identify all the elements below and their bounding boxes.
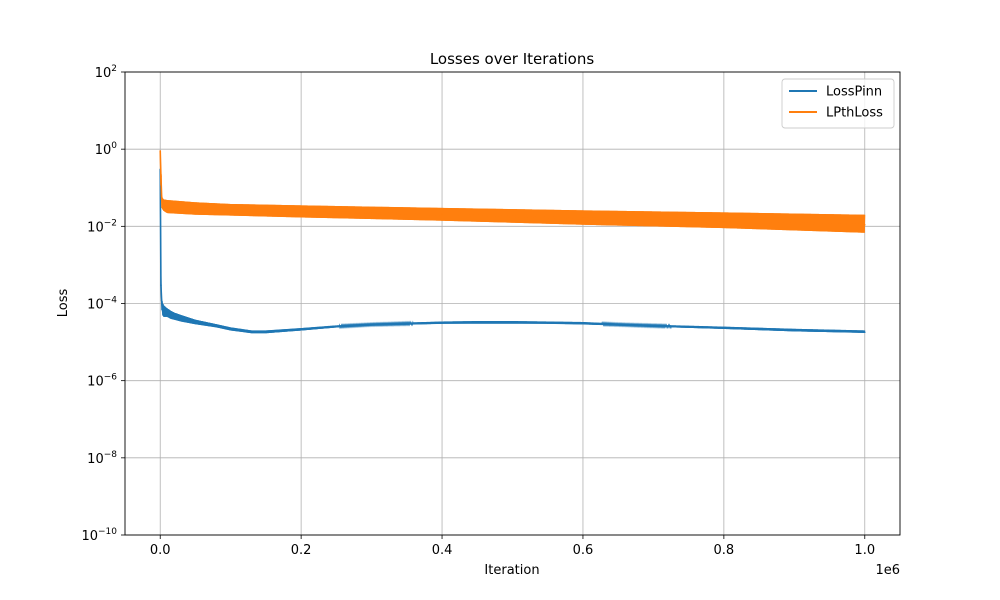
data-point-losspinn [215,325,218,327]
x-axis-label: Iteration [484,563,539,578]
data-point-lpthloss [194,208,197,210]
data-point-lpthloss [723,221,725,223]
data-point-lpthloss [160,195,163,198]
data-point-losspinn [793,329,796,332]
data-point-losspinn [652,325,655,327]
legend-label-lpthloss: LPthLoss [826,106,883,121]
data-point-losspinn [165,311,167,313]
data-point-lpthloss [229,209,232,212]
y-axis-ticks: 10−10 10−8 10−6 10−4 10−2 100 102 [81,64,125,544]
chart-title: Losses over Iterations [430,50,595,68]
data-point-losspinn [229,328,232,330]
data-point-losspinn [160,284,162,286]
y-axis-label: Loss [56,289,71,318]
data-point-losspinn [300,328,302,331]
y-tick-label: 10−2 [87,218,117,235]
data-point-losspinn [166,312,169,315]
data-point-lpthloss [159,150,162,152]
data-point-losspinn [441,322,443,324]
x-axis-ticks: 0.0 0.2 0.4 0.6 0.8 1.0 [150,535,875,558]
data-point-lpthloss [161,200,164,202]
series-jitter-lpthloss [159,150,866,233]
data-point-losspinn [251,331,253,334]
data-point-lpthloss [300,210,302,213]
data-point-losspinn [194,321,197,323]
series-line-losspinn [159,169,865,334]
x-tick-label: 0.6 [573,543,594,558]
y-tick-label: 10−10 [81,527,117,544]
x-offset-label: 1e6 [875,563,900,578]
data-point-losspinn [160,299,163,302]
data-point-losspinn [723,327,725,329]
data-point-lpthloss [160,175,162,177]
y-tick-label: 10−8 [87,450,117,467]
series-layer [159,150,866,334]
data-point-losspinn [617,324,619,326]
data-point-losspinn [180,318,183,320]
data-point-losspinn [476,321,479,324]
y-tick-label: 102 [95,64,117,81]
data-point-lpthloss [863,223,866,226]
x-tick-label: 0.0 [150,543,171,558]
data-point-losspinn [170,314,172,316]
data-point-losspinn [370,324,373,326]
y-tick-label: 100 [95,141,118,158]
x-tick-label: 1.0 [854,543,875,558]
x-tick-label: 0.2 [291,543,312,558]
legend: LossPinn LPthLoss [781,78,895,129]
y-tick-label: 10−6 [87,373,117,390]
data-point-losspinn [162,309,165,312]
data-point-losspinn [863,331,866,334]
data-point-losspinn [161,306,164,309]
y-tick-label: 10−4 [87,296,117,313]
data-point-lpthloss [582,217,584,220]
data-point-losspinn [546,322,549,324]
data-point-lpthloss [162,204,165,207]
data-point-lpthloss [166,207,169,209]
x-tick-label: 0.8 [714,543,735,558]
data-point-lpthloss [441,213,443,216]
data-point-losspinn [511,321,514,324]
data-point-losspinn [173,316,176,318]
data-point-losspinn [582,322,584,325]
legend-label-losspinn: LossPinn [826,85,882,100]
data-point-losspinn [335,325,338,328]
data-point-losspinn [265,331,267,334]
x-tick-label: 0.4 [432,543,453,558]
